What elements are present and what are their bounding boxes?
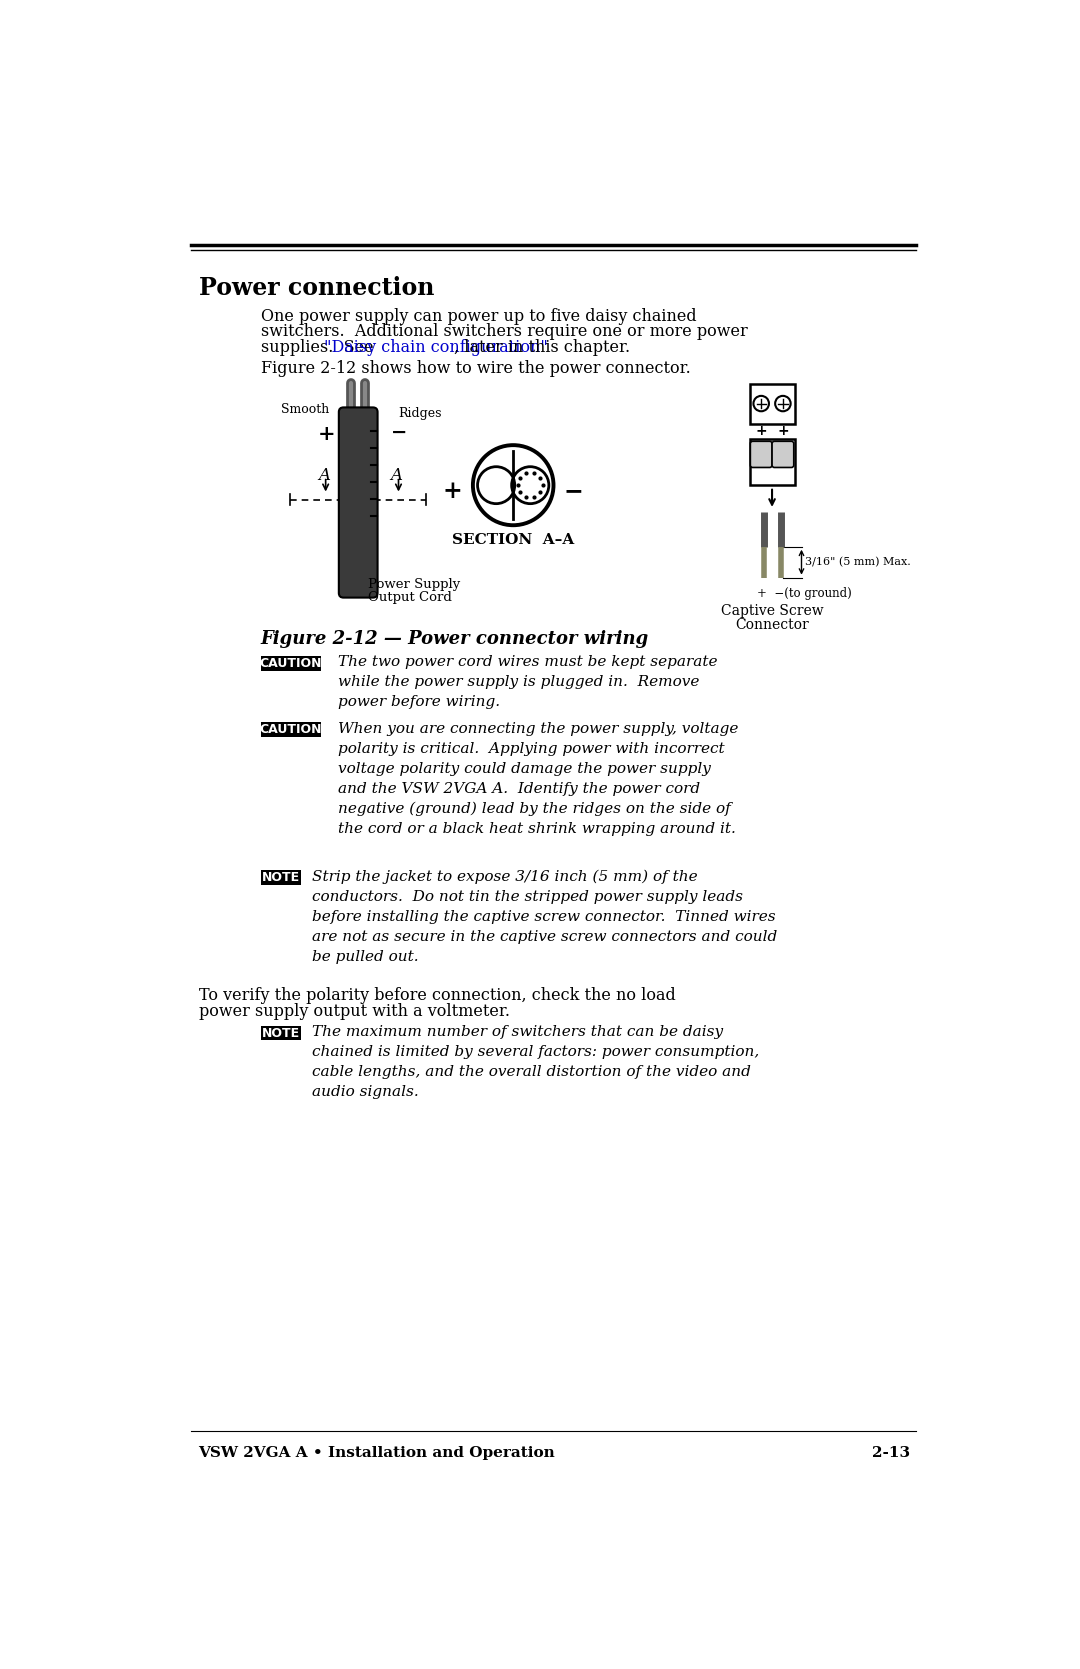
Text: Figure 2-12 shows how to wire the power connector.: Figure 2-12 shows how to wire the power … xyxy=(260,361,690,377)
Text: −: − xyxy=(391,424,407,442)
Text: Power Supply: Power Supply xyxy=(367,577,460,591)
Text: supplies.  See: supplies. See xyxy=(260,339,378,355)
Text: 3/16" (5 mm) Max.: 3/16" (5 mm) Max. xyxy=(806,557,912,567)
Text: NOTE: NOTE xyxy=(261,871,300,885)
Text: NOTE: NOTE xyxy=(261,1026,300,1040)
Bar xyxy=(260,723,321,738)
Text: When you are connecting the power supply, voltage
polarity is critical.  Applyin: When you are connecting the power supply… xyxy=(338,721,739,836)
Circle shape xyxy=(775,396,791,411)
Text: Ridges: Ridges xyxy=(399,407,442,421)
Text: −: − xyxy=(564,479,583,504)
Bar xyxy=(260,656,321,671)
Text: A: A xyxy=(391,467,403,484)
Text: , later in this chapter.: , later in this chapter. xyxy=(455,339,631,355)
Text: One power supply can power up to five daisy chained: One power supply can power up to five da… xyxy=(260,309,697,325)
Text: Captive Screw: Captive Screw xyxy=(720,604,823,618)
Text: CAUTION: CAUTION xyxy=(259,723,322,736)
Bar xyxy=(750,439,795,486)
Text: Figure 2-12 — Power connector wiring: Figure 2-12 — Power connector wiring xyxy=(260,629,649,648)
Bar xyxy=(750,384,795,424)
Text: 2-13: 2-13 xyxy=(872,1445,910,1460)
Text: SECTION  A–A: SECTION A–A xyxy=(453,532,575,547)
Text: The maximum number of switchers that can be daisy
chained is limited by several : The maximum number of switchers that can… xyxy=(312,1025,759,1100)
Text: Connector: Connector xyxy=(735,618,809,631)
Text: Output Cord: Output Cord xyxy=(367,591,451,604)
Text: power supply output with a voltmeter.: power supply output with a voltmeter. xyxy=(199,1003,510,1020)
Text: A: A xyxy=(318,467,329,484)
Text: +  −(to ground): + −(to ground) xyxy=(757,587,851,599)
Text: switchers.  Additional switchers require one or more power: switchers. Additional switchers require … xyxy=(260,324,747,340)
Text: +: + xyxy=(755,424,767,439)
Text: Smooth: Smooth xyxy=(282,402,329,416)
Text: CAUTION: CAUTION xyxy=(259,658,322,669)
FancyBboxPatch shape xyxy=(339,407,378,598)
FancyBboxPatch shape xyxy=(772,441,794,467)
Text: Power connection: Power connection xyxy=(199,275,434,300)
Text: +: + xyxy=(443,479,462,504)
Text: Strip the jacket to expose 3/16 inch (5 mm) of the
conductors.  Do not tin the s: Strip the jacket to expose 3/16 inch (5 … xyxy=(312,870,777,965)
Text: To verify the polarity before connection, check the no load: To verify the polarity before connection… xyxy=(199,988,675,1005)
Circle shape xyxy=(754,396,769,411)
Text: The two power cord wires must be kept separate
while the power supply is plugged: The two power cord wires must be kept se… xyxy=(338,656,717,709)
Bar xyxy=(260,1026,301,1040)
Text: +: + xyxy=(778,424,788,439)
Bar xyxy=(260,870,301,885)
Text: VSW 2VGA A • Installation and Operation: VSW 2VGA A • Installation and Operation xyxy=(199,1445,555,1460)
FancyBboxPatch shape xyxy=(751,441,772,467)
Text: "Daisy chain configuration": "Daisy chain configuration" xyxy=(324,339,548,355)
Text: +: + xyxy=(318,424,336,444)
